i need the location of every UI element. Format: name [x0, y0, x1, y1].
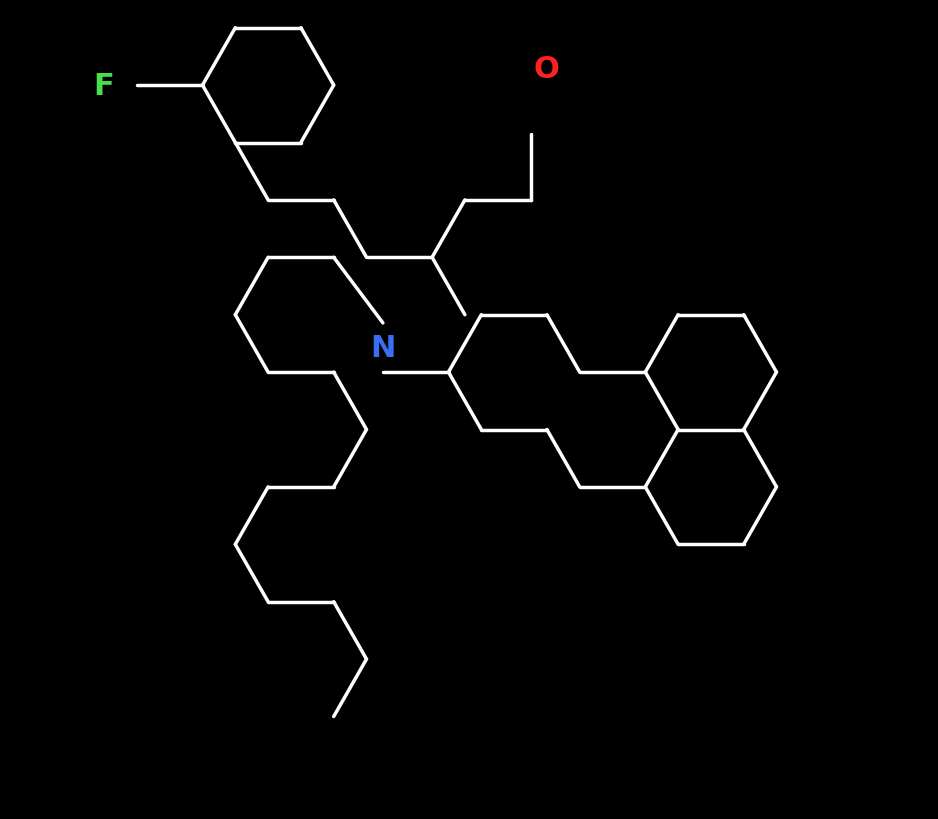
Text: O: O — [534, 55, 560, 84]
Text: F: F — [94, 71, 114, 101]
Text: N: N — [371, 333, 396, 363]
